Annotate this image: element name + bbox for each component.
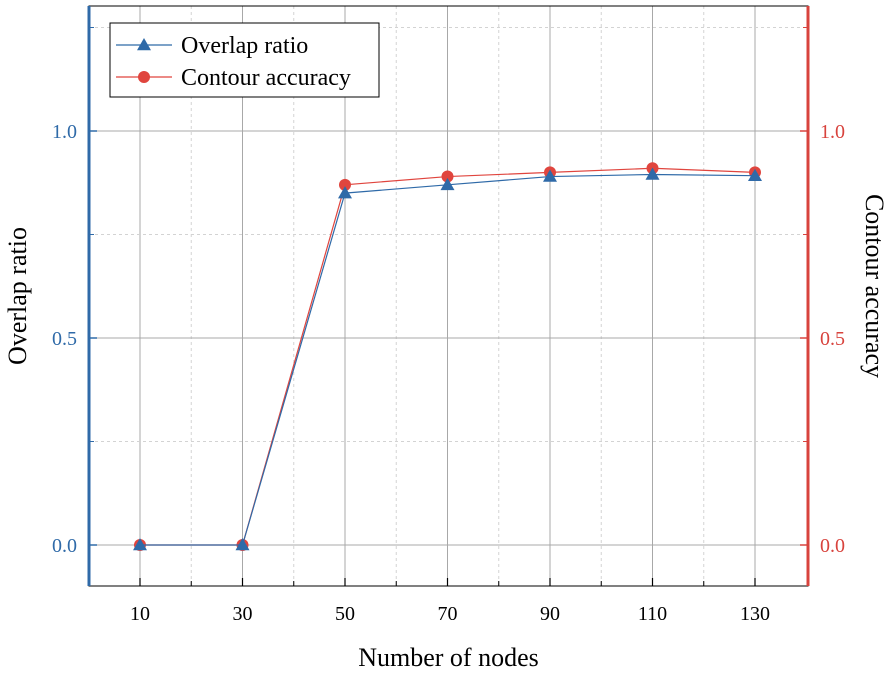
x-axis: 10 30 50 70 90 110 130	[88, 578, 770, 625]
x-tick-label: 110	[638, 603, 667, 625]
y-right-tick-label: 0.0	[820, 535, 845, 557]
legend-box	[109, 22, 380, 98]
x-axis-title: Number of nodes	[358, 643, 539, 672]
y-right-tick-label: 0.5	[820, 328, 845, 350]
overlap-ratio-point	[133, 538, 147, 551]
y-left-tick-label: 1.0	[52, 121, 77, 143]
legend-label: Contour accuracy	[181, 65, 351, 91]
overlap-ratio-point	[748, 168, 762, 181]
x-tick-label: 30	[233, 603, 253, 625]
y-right-tick-label: 1.0	[820, 121, 845, 143]
x-tick-label: 10	[130, 603, 150, 625]
x-tick-label: 130	[740, 603, 770, 625]
x-tick-label: 50	[335, 603, 355, 625]
y-left-tick-label: 0.5	[52, 328, 77, 350]
series	[133, 162, 762, 551]
legend: Overlap ratio Contour accuracy	[109, 22, 380, 98]
overlap-ratio-point	[440, 177, 455, 191]
x-tick-label: 70	[438, 603, 458, 625]
y-axis-right: 0.0 0.5 1.0	[800, 27, 845, 557]
y-axis-left-title: Overlap ratio	[3, 227, 32, 365]
y-axis-right-title: Contour accuracy	[860, 194, 889, 378]
overlap-ratio-point	[645, 167, 660, 180]
y-axis-left: 0.0 0.5 1.0	[52, 27, 97, 557]
contour-accuracy-point	[441, 170, 454, 183]
overlap-ratio-point	[338, 186, 352, 199]
overlap-ratio-point	[543, 169, 557, 182]
x-tick-label: 90	[540, 603, 560, 625]
overlap-ratio-point	[235, 538, 250, 551]
contour-accuracy-point	[339, 178, 351, 191]
legend-marker-triangle	[137, 38, 151, 51]
y-left-tick-label: 0.0	[52, 535, 77, 557]
legend-label: Overlap ratio	[181, 33, 308, 59]
legend-marker-circle	[138, 71, 150, 83]
